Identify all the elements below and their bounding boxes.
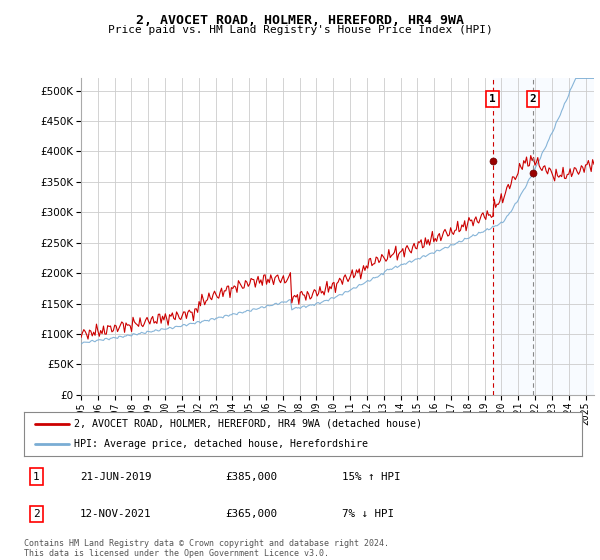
Text: 12-NOV-2021: 12-NOV-2021	[80, 508, 151, 519]
Text: 15% ↑ HPI: 15% ↑ HPI	[342, 472, 401, 482]
Text: 2: 2	[530, 94, 536, 104]
Text: £385,000: £385,000	[225, 472, 277, 482]
Text: 7% ↓ HPI: 7% ↓ HPI	[342, 508, 394, 519]
Text: 2, AVOCET ROAD, HOLMER, HEREFORD, HR4 9WA: 2, AVOCET ROAD, HOLMER, HEREFORD, HR4 9W…	[136, 14, 464, 27]
Text: 2: 2	[33, 508, 40, 519]
Bar	[493, 78, 594, 395]
Text: Price paid vs. HM Land Registry's House Price Index (HPI): Price paid vs. HM Land Registry's House …	[107, 25, 493, 35]
Text: 2, AVOCET ROAD, HOLMER, HEREFORD, HR4 9WA (detached house): 2, AVOCET ROAD, HOLMER, HEREFORD, HR4 9W…	[74, 419, 422, 429]
Text: 1: 1	[33, 472, 40, 482]
Text: Contains HM Land Registry data © Crown copyright and database right 2024.
This d: Contains HM Land Registry data © Crown c…	[24, 539, 389, 558]
Text: 21-JUN-2019: 21-JUN-2019	[80, 472, 151, 482]
Text: 1: 1	[489, 94, 496, 104]
Text: £365,000: £365,000	[225, 508, 277, 519]
Text: HPI: Average price, detached house, Herefordshire: HPI: Average price, detached house, Here…	[74, 439, 368, 449]
